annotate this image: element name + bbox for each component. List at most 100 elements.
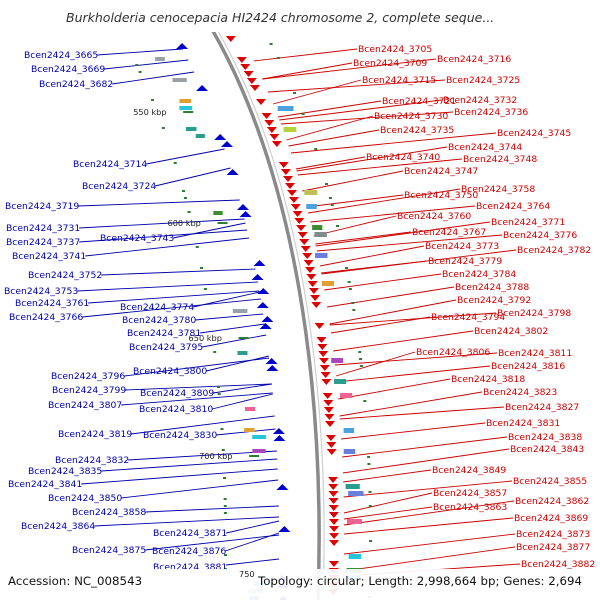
left-gene-label[interactable]: Bcen2424_3800 xyxy=(133,366,207,377)
left-gene-label[interactable]: Bcen2424_3737 xyxy=(6,237,80,248)
left-gene-label[interactable]: Bcen2424_3864 xyxy=(21,521,95,532)
right-gene-label[interactable]: Bcen2424_3877 xyxy=(516,542,590,553)
accession-text: Accession: NC_008543 xyxy=(8,574,142,588)
left-leader-line xyxy=(79,229,248,243)
left-gene-label[interactable]: Bcen2424_3724 xyxy=(82,181,156,192)
right-gene-label[interactable]: Bcen2424_3838 xyxy=(508,432,582,443)
right-gene-label[interactable]: Bcen2424_3716 xyxy=(437,54,511,65)
right-gene-label[interactable]: Bcen2424_3857 xyxy=(433,488,507,499)
right-gene-label[interactable]: Bcen2424_3855 xyxy=(513,476,587,487)
right-gene-label[interactable]: Bcen2424_3784 xyxy=(442,269,516,280)
right-gene-label[interactable]: Bcen2424_3794 xyxy=(431,312,505,323)
right-gene-label[interactable]: Bcen2424_3715 xyxy=(362,75,436,86)
right-gene-label[interactable]: Bcen2424_3827 xyxy=(505,402,579,413)
left-gene-label[interactable]: Bcen2424_3807 xyxy=(48,400,122,411)
right-leader-line xyxy=(306,194,404,208)
left-gene-label[interactable]: Bcen2424_3832 xyxy=(55,455,129,466)
forward-gene-arrow xyxy=(257,288,270,294)
right-gene-label[interactable]: Bcen2424_3773 xyxy=(425,241,499,252)
left-gene-label[interactable]: Bcen2424_3830 xyxy=(143,430,217,441)
right-gene-label[interactable]: Bcen2424_3740 xyxy=(366,152,440,163)
right-gene-label[interactable]: Bcen2424_3806 xyxy=(416,347,490,358)
left-gene-label[interactable]: Bcen2424_3665 xyxy=(24,50,98,61)
right-gene-label[interactable]: Bcen2424_3705 xyxy=(358,44,432,55)
right-gene-label[interactable]: Bcen2424_3732 xyxy=(443,95,517,106)
left-gene-label[interactable]: Bcen2424_3761 xyxy=(15,298,89,309)
right-gene-label[interactable]: Bcen2424_3767 xyxy=(412,227,486,238)
left-gene-label[interactable]: Bcen2424_3781 xyxy=(127,328,201,339)
right-gene-label[interactable]: Bcen2424_3748 xyxy=(463,154,537,165)
right-gene-label[interactable]: Bcen2424_3823 xyxy=(483,387,557,398)
right-gene-label[interactable]: Bcen2424_3779 xyxy=(428,256,502,267)
right-gene-label[interactable]: Bcen2424_3802 xyxy=(474,326,548,337)
right-gene-label[interactable]: Bcen2424_3873 xyxy=(516,529,590,540)
right-gene-label[interactable]: Bcen2424_3760 xyxy=(397,211,471,222)
right-gene-label[interactable]: Bcen2424_3816 xyxy=(491,361,565,372)
right-gene-label[interactable]: Bcen2424_3730 xyxy=(374,111,448,122)
left-gene-label[interactable]: Bcen2424_3795 xyxy=(129,342,203,353)
right-leader-line xyxy=(315,221,491,247)
right-gene-label[interactable]: Bcen2424_3747 xyxy=(404,166,478,177)
right-gene-label[interactable]: Bcen2424_3764 xyxy=(476,201,550,212)
left-gene-label[interactable]: Bcen2424_3841 xyxy=(8,479,82,490)
left-gene-label[interactable]: Bcen2424_3819 xyxy=(58,429,132,440)
left-gene-label[interactable]: Bcen2424_3810 xyxy=(139,404,213,415)
right-gene-label[interactable]: Bcen2424_3745 xyxy=(497,128,571,139)
reverse-gene-arrow xyxy=(261,113,272,119)
right-gene-label[interactable]: Bcen2424_3863 xyxy=(433,502,507,513)
left-gene-label[interactable]: Bcen2424_3719 xyxy=(5,201,79,212)
cog-tile xyxy=(179,106,193,110)
left-gene-label[interactable]: Bcen2424_3850 xyxy=(48,493,122,504)
left-gene-label[interactable]: Bcen2424_3796 xyxy=(51,371,125,382)
left-gene-label[interactable]: Bcen2424_3752 xyxy=(28,270,102,281)
right-gene-label[interactable]: Bcen2424_3862 xyxy=(515,496,589,507)
right-gene-label[interactable]: Bcen2424_3882 xyxy=(521,559,595,570)
left-gene-label[interactable]: Bcen2424_3682 xyxy=(39,79,113,90)
reverse-gene-arrow xyxy=(327,477,338,483)
right-gene-label[interactable]: Bcen2424_3721 xyxy=(382,96,456,107)
left-gene-label[interactable]: Bcen2424_3766 xyxy=(9,312,83,323)
left-gene-label[interactable]: Bcen2424_3774 xyxy=(120,302,194,313)
left-gene-label[interactable]: Bcen2424_3875 xyxy=(72,545,146,556)
left-leader-line xyxy=(226,520,280,534)
forward-gene-arrow xyxy=(259,323,272,329)
left-gene-label[interactable]: Bcen2424_3714 xyxy=(73,159,147,170)
kbp-scale: 550 kbp 600 kbp 650 kbp 700 kbp xyxy=(133,107,260,461)
right-gene-label[interactable]: Bcen2424_3782 xyxy=(517,245,591,256)
left-gene-label[interactable]: Bcen2424_3731 xyxy=(6,223,80,234)
right-gene-label[interactable]: Bcen2424_3771 xyxy=(491,217,565,228)
right-gene-label[interactable]: Bcen2424_3709 xyxy=(353,58,427,69)
left-gene-label[interactable]: Bcen2424_3753 xyxy=(4,286,78,297)
right-gene-label[interactable]: Bcen2424_3792 xyxy=(457,295,531,306)
right-gene-label[interactable]: Bcen2424_3736 xyxy=(454,107,528,118)
right-gene-label[interactable]: Bcen2424_3831 xyxy=(486,418,560,429)
right-gene-label[interactable]: Bcen2424_3744 xyxy=(448,142,522,153)
right-gene-label[interactable]: Bcen2424_3811 xyxy=(498,348,572,359)
left-gene-label[interactable]: Bcen2424_3743 xyxy=(100,233,174,244)
left-gene-label[interactable]: Bcen2424_3871 xyxy=(153,528,227,539)
outer-ring-dot xyxy=(161,127,165,129)
right-gene-label[interactable]: Bcen2424_3843 xyxy=(510,444,584,455)
left-gene-label[interactable]: Bcen2424_3669 xyxy=(31,64,105,75)
left-gene-label[interactable]: Bcen2424_3780 xyxy=(122,315,196,326)
right-gene-label[interactable]: Bcen2424_3818 xyxy=(451,374,525,385)
reverse-gene-arrow xyxy=(329,540,340,546)
left-gene-label[interactable]: Bcen2424_3799 xyxy=(52,385,126,396)
right-leader-line xyxy=(342,448,510,474)
right-gene-label[interactable]: Bcen2424_3758 xyxy=(461,184,535,195)
left-gene-label[interactable]: Bcen2424_3876 xyxy=(152,546,226,557)
right-gene-label[interactable]: Bcen2424_3798 xyxy=(497,308,571,319)
right-gene-label[interactable]: Bcen2424_3849 xyxy=(432,465,506,476)
right-gene-label[interactable]: Bcen2424_3725 xyxy=(446,75,520,86)
right-gene-label[interactable]: Bcen2424_3776 xyxy=(503,230,577,241)
left-gene-label[interactable]: Bcen2424_3741 xyxy=(12,251,86,262)
outer-ring-dot xyxy=(348,288,352,290)
left-gene-label[interactable]: Bcen2424_3858 xyxy=(72,507,146,518)
left-gene-label[interactable]: Bcen2424_3881 xyxy=(153,562,227,573)
right-gene-label[interactable]: Bcen2424_3788 xyxy=(455,282,529,293)
left-gene-label[interactable]: Bcen2424_3835 xyxy=(28,466,102,477)
right-gene-label[interactable]: Bcen2424_3869 xyxy=(514,513,588,524)
left-gene-label[interactable]: Bcen2424_3809 xyxy=(140,388,214,399)
right-gene-label[interactable]: Bcen2424_3750 xyxy=(404,190,478,201)
right-gene-label[interactable]: Bcen2424_3735 xyxy=(380,125,454,136)
